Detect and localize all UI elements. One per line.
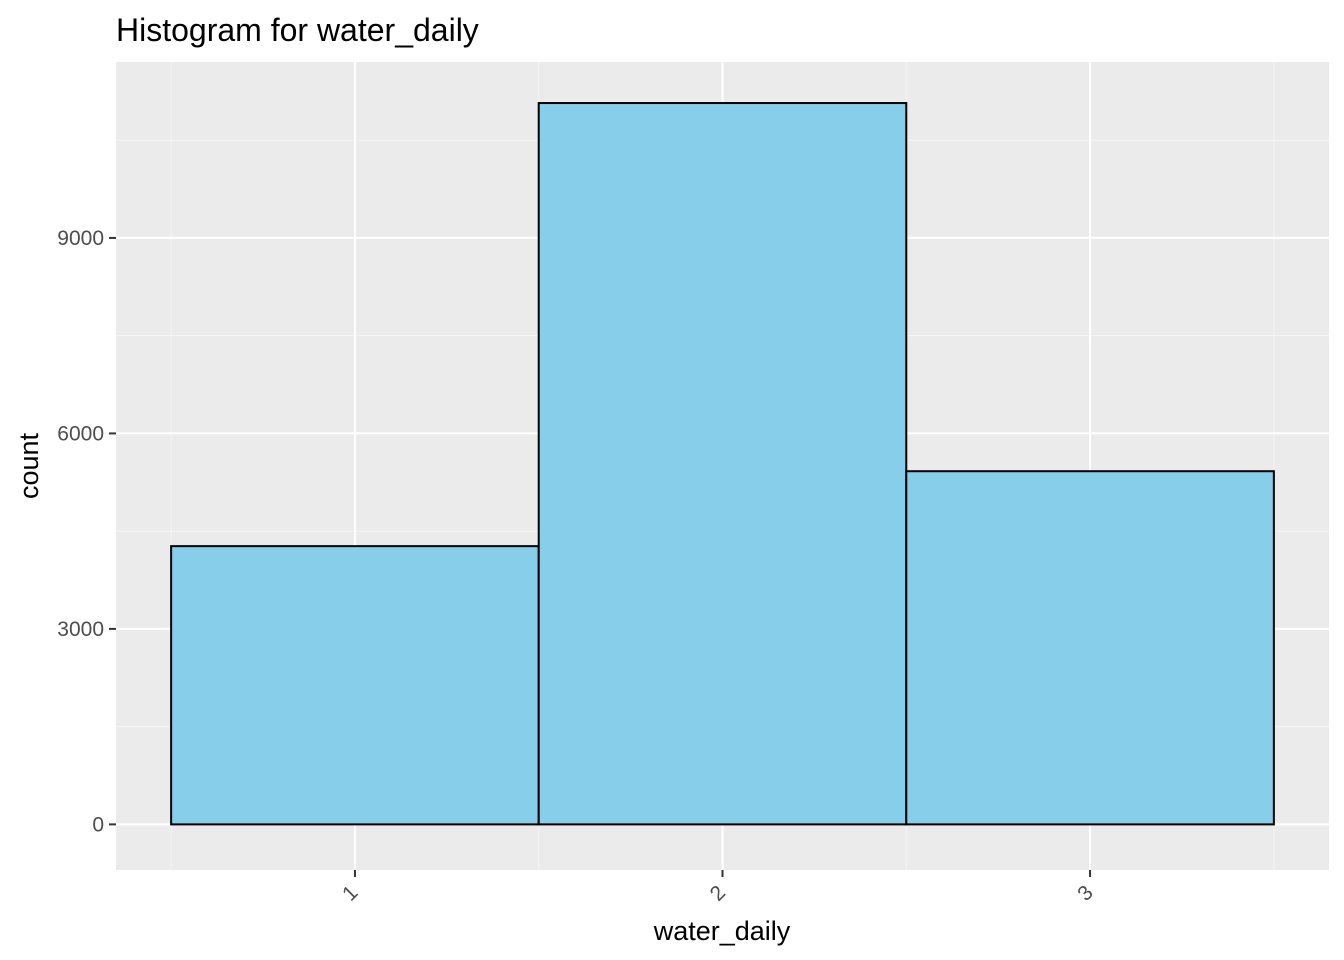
- y-tick-label: 3000: [57, 618, 104, 641]
- x-tick-label: 3: [1073, 881, 1098, 906]
- y-axis: 0 3000 6000 9000: [57, 227, 116, 836]
- y-axis-title: count: [14, 432, 44, 499]
- bars: [170, 102, 1275, 826]
- x-axis: 1 2 3: [338, 870, 1098, 906]
- y-tick-label: 9000: [57, 227, 104, 250]
- x-axis-title: water_daily: [653, 916, 791, 946]
- bar-3: [905, 470, 1275, 826]
- x-tick-label: 2: [706, 881, 731, 906]
- x-tick-label: 1: [338, 881, 363, 906]
- bar-2: [537, 102, 908, 826]
- chart-title: Histogram for water_daily: [116, 12, 479, 48]
- y-tick-label: 0: [92, 813, 104, 836]
- bar-1: [170, 545, 540, 826]
- y-tick-label: 6000: [57, 422, 104, 445]
